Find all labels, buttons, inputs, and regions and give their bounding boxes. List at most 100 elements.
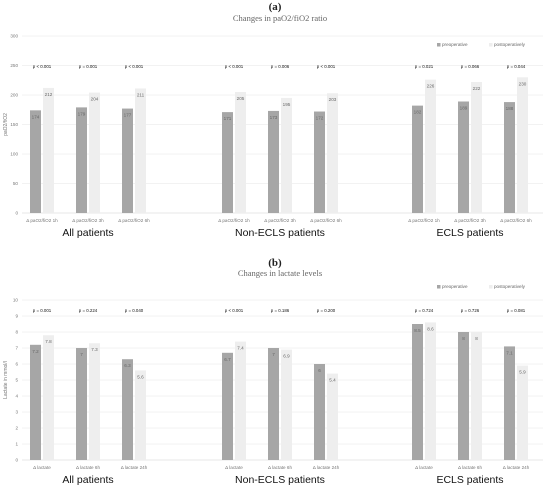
chart-b-data-label-pre: 6.7 [224,357,231,362]
chart-b-legend-label-pre: preoperative [442,284,468,289]
chart-a-p-value: p = 0.021 [415,64,434,69]
chart-b-y-tick-label: 0 [15,458,18,463]
chart-a-p-value: p < 0.001 [125,64,144,69]
chart-a-bar-postoperative [517,77,528,213]
chart-b-bar-preoperative [30,345,41,460]
chart-a-data-label-post: 230 [519,81,527,86]
chart-b-legend-swatch-pre [437,285,441,289]
chart-a-bar-preoperative [314,112,325,213]
chart-b-data-label-post: 7.3 [91,347,98,352]
chart-a-y-tick-label: 250 [10,63,18,68]
chart-b-y-tick-label: 6 [15,362,18,367]
chart-a-bar-postoperative [425,80,436,213]
chart-a-data-label-pre: 174 [32,114,40,119]
chart-b-data-label-pre: 8 [462,336,465,341]
chart-b-title: Changes in lactate levels [238,268,322,278]
chart-b-y-tick-label: 5 [15,378,18,383]
chart-b-p-value: p = 0.186 [271,308,290,313]
chart-a-y-axis-label: paO2/fiO2 [3,113,9,136]
chart-a-data-label-pre: 189 [460,105,468,110]
chart-b-p-value: p = 0.081 [507,308,526,313]
chart-b-p-value: p = 0.200 [317,308,336,313]
chart-b-bar-postoperative [517,366,528,460]
chart-a-data-label-pre: 182 [414,110,422,115]
chart-b-data-label-pre: 7.2 [32,349,39,354]
chart-a-bar-postoperative [281,98,292,213]
chart-a-data-label-post: 195 [283,102,291,107]
chart-a-bar-postoperative [89,93,100,213]
chart-b-category-label: Δ lactate 6h [268,465,292,470]
chart-b-y-tick-label: 9 [15,314,18,319]
chart-b-p-value: p = 0.224 [79,308,98,313]
chart-b-y-tick-label: 7 [15,346,18,351]
chart-a-group-label: ECLS patients [436,227,503,239]
chart-b-y-axis-label: Lactate in mmol/l [3,361,9,399]
chart-b-data-label-post: 5.4 [329,378,336,383]
chart-a-legend-label-post: postoperatively [494,42,526,47]
chart-b-bar-postoperative [43,335,54,460]
chart-b-group-label: All patients [62,474,113,486]
chart-a-category-label: Δ paO2/fiO2 6h [310,218,342,223]
chart-b-group-label: Non-ECLS patients [235,474,325,486]
chart-a-bar-postoperative [235,92,246,213]
chart-a-data-label-pre: 171 [224,116,232,121]
chart-a-category-label: Δ paO2/fiO2 3h [72,218,104,223]
chart-a-data-label-pre: 188 [506,106,514,111]
chart-a-data-label-post: 226 [427,84,435,89]
chart-b-data-label-post: 5.6 [137,374,144,379]
chart-a-p-value: p < 0.001 [317,64,336,69]
chart-b-data-label-pre: 8.5 [414,328,421,333]
chart-a-p-value: p = 0.066 [461,64,480,69]
chart-a-bar-preoperative [268,111,279,213]
chart-a-panel-letter: (a) [269,1,282,13]
chart-a-data-label-post: 212 [45,92,53,97]
chart-a-bar-preoperative [222,112,233,213]
chart-a-bar-preoperative [30,110,41,213]
chart-a-data-label-pre: 177 [124,113,132,118]
chart-a-bar-postoperative [327,93,338,213]
chart-a-data-label-post: 204 [91,97,99,102]
chart-b-p-value: p = 0.001 [33,308,52,313]
chart-b-y-tick-label: 2 [15,426,18,431]
chart-b-data-label-pre: 6.3 [124,363,131,368]
chart-b-bar-postoperative [281,350,292,460]
chart-b-p-value: p < 0.001 [225,308,244,313]
chart-a-y-tick-label: 0 [15,211,18,216]
chart-a-bar-preoperative [76,107,87,213]
chart-a-data-label-post: 211 [137,93,145,98]
chart-b-data-label-pre: 7.1 [506,350,513,355]
chart-b-category-label: Δ lactate 6h [458,465,482,470]
chart-a-bar-preoperative [504,102,515,213]
chart-a-y-tick-label: 100 [10,152,18,157]
chart-a-category-label: Δ paO2/fiO2 6h [500,218,532,223]
chart-b-p-value: p = 0.724 [415,308,434,313]
chart-a-bar-preoperative [122,109,133,213]
chart-b-bar-postoperative [327,374,338,460]
chart-a-p-value: p = 0.001 [79,64,98,69]
chart-a-y-tick-label: 300 [10,34,18,39]
chart-b-p-value: p = 0.726 [461,308,480,313]
chart-a-category-label: Δ paO2/fiO2 1h [26,218,58,223]
chart-b-data-label-post: 5.9 [519,370,526,375]
chart-a-bar-postoperative [135,89,146,213]
chart-a-data-label-pre: 179 [78,111,86,116]
chart-b-bar-preoperative [222,353,233,460]
chart-b-category-label: Δ lactate 24h [503,465,530,470]
chart-a-group-label: Non-ECLS patients [235,227,325,239]
chart-a-category-label: Δ paO2/fiO2 1h [218,218,250,223]
chart-a-category-label: Δ paO2/fiO2 3h [454,218,486,223]
chart-b-group-label: ECLS patients [436,474,503,486]
chart-b-y-tick-label: 3 [15,410,18,415]
chart-a-data-label-post: 203 [329,97,337,102]
chart-b-y-tick-label: 4 [15,394,18,399]
chart-b-data-label-post: 8 [475,336,478,341]
chart-b-y-tick-label: 1 [15,442,18,447]
chart-b-bar-preoperative [412,324,423,460]
chart-a-category-label: Δ paO2/fiO2 3h [264,218,296,223]
chart-b-data-label-pre: 7 [80,352,83,357]
chart-a-p-value: p < 0.001 [225,64,244,69]
chart-b-y-tick-label: 8 [15,330,18,335]
chart-a-y-tick-label: 50 [13,181,19,186]
chart-a-bar-preoperative [458,101,469,213]
